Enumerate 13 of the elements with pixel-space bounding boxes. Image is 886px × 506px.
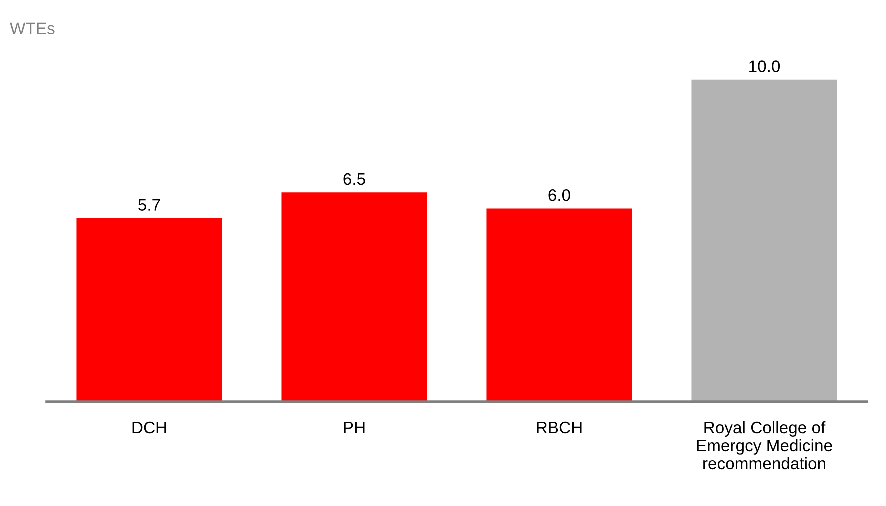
data-label: 5.7	[138, 199, 160, 211]
y-axis-title: WTEs	[10, 22, 55, 34]
x-tick-label: DCH	[132, 422, 166, 434]
data-label: 6.5	[344, 173, 366, 186]
bar	[76, 218, 222, 402]
bar	[692, 80, 838, 402]
bar	[486, 208, 632, 402]
x-tick-label: Royal College of Emergcy Medicine recommendation	[697, 421, 832, 470]
bar	[282, 192, 428, 402]
data-label: 10.0	[750, 60, 780, 72]
data-label: 6.0	[548, 189, 570, 202]
x-tick-label: PH	[344, 422, 365, 434]
x-tick-label: RBCH	[537, 422, 582, 434]
